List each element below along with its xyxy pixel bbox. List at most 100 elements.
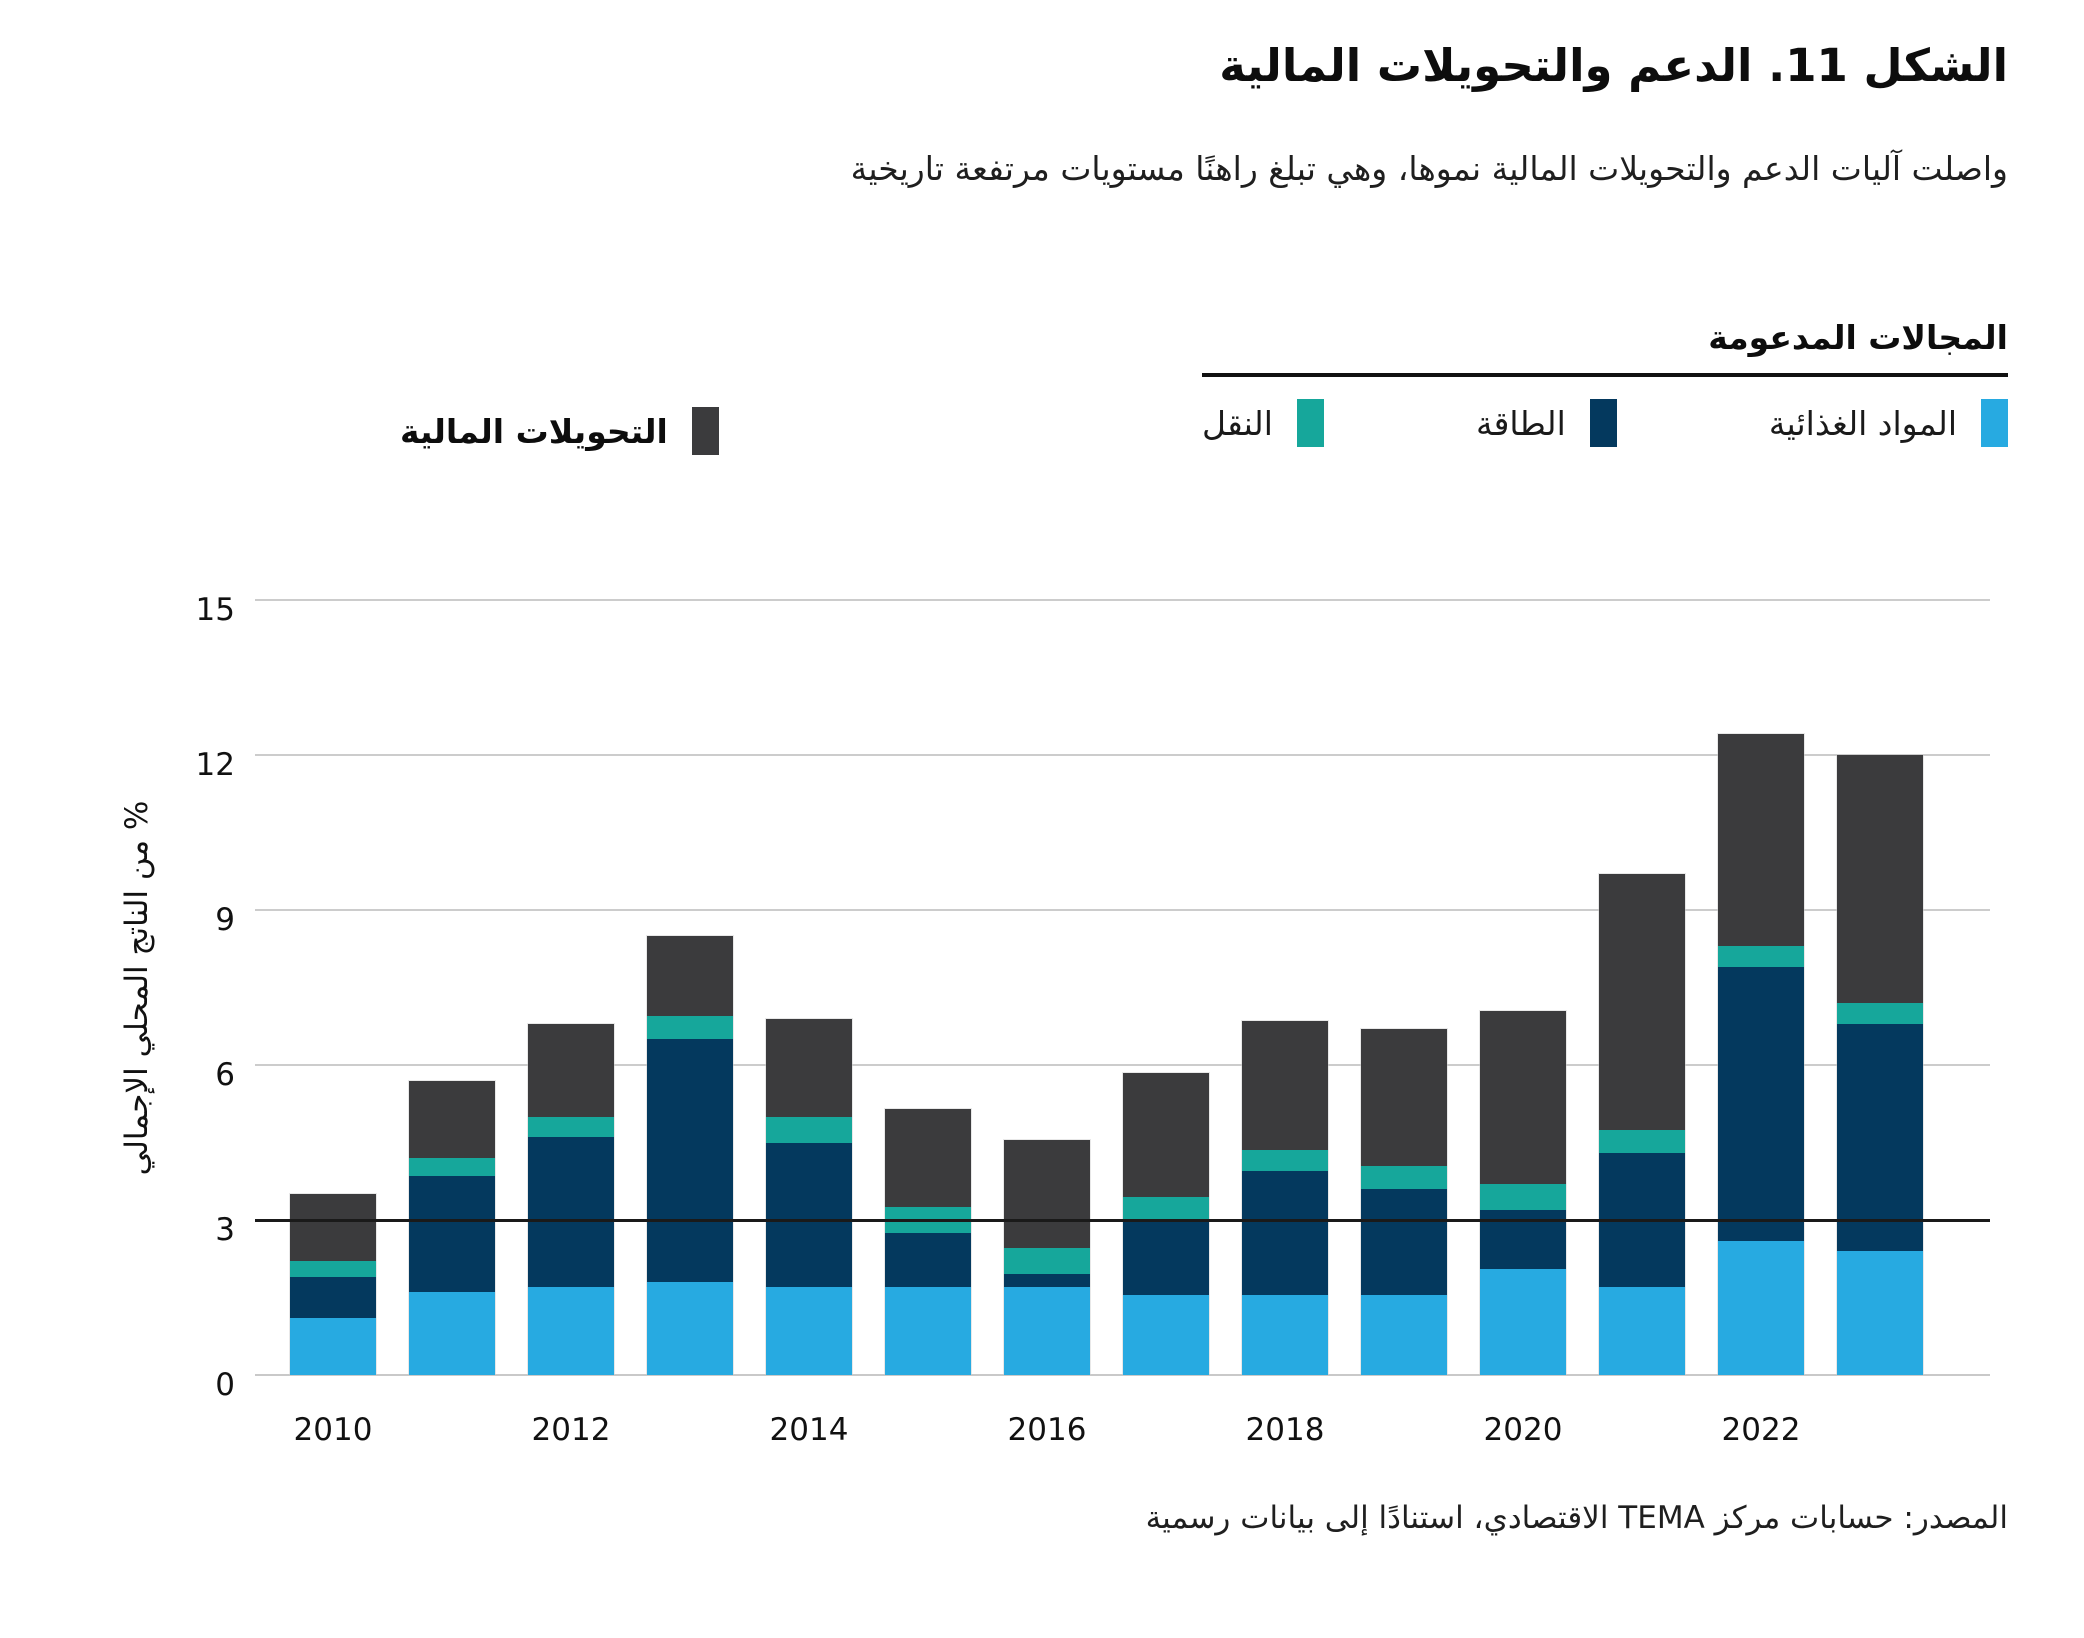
bar-segment-transfers: [1837, 755, 1923, 1003]
bar-segment-energy: [1837, 1023, 1923, 1251]
transfers-swatch-icon: [691, 407, 719, 455]
bar-segment-transport: [1480, 1183, 1566, 1210]
bar-segment-food: [409, 1292, 495, 1375]
legend-label-energy: الطاقة: [1475, 403, 1566, 443]
grid-line: [255, 754, 1990, 756]
bar-2018: [1242, 1021, 1328, 1375]
bar-2012: [528, 1023, 614, 1375]
bar-2019: [1361, 1028, 1447, 1375]
bar-segment-energy: [1242, 1170, 1328, 1295]
plot-area: 0 3 6 9 12 15 2010 2012 2014 2016 2018 2020 2022: [196, 593, 1990, 1448]
bar-segment-transport: [1361, 1165, 1447, 1189]
bar-segment-transfers: [885, 1108, 971, 1208]
grid-line: [255, 1064, 1990, 1066]
bar-segment-food: [647, 1282, 733, 1375]
x-tick-label: 2010: [293, 1412, 373, 1448]
legend-label-transfers: التحويلات المالية: [400, 411, 668, 451]
bar-segment-food: [1480, 1269, 1566, 1375]
bar-segment-transfers: [1361, 1028, 1447, 1166]
bar-segment-transfers: [766, 1018, 852, 1117]
bar-segment-transport: [1837, 1003, 1923, 1024]
bar-segment-energy: [528, 1137, 614, 1288]
bar-segment-transfers: [1242, 1021, 1328, 1151]
bar-segment-food: [1123, 1294, 1209, 1375]
bar-segment-transfers: [290, 1194, 376, 1262]
bar-segment-food: [1718, 1240, 1804, 1375]
figure-header: الشكل 11. الدعم والتحويلات المالية واصلت…: [0, 0, 2084, 192]
legend-group-header: المجالات المدعومة: [1202, 318, 2008, 377]
bar-segment-transport: [409, 1158, 495, 1177]
grid-line: [255, 599, 1990, 601]
bar-segment-transport: [1004, 1248, 1090, 1275]
bar-segment-energy: [1718, 966, 1804, 1241]
bar-segment-energy: [766, 1142, 852, 1288]
y-tick-label: 6: [215, 1057, 235, 1093]
x-tick-label: 2012: [531, 1412, 611, 1448]
x-tick-label: 2016: [1007, 1412, 1087, 1448]
bar-2011: [409, 1080, 495, 1375]
bar-segment-transport: [290, 1261, 376, 1277]
bar-2016: [1004, 1139, 1090, 1375]
bar-segment-food: [1599, 1287, 1685, 1375]
x-tick-label: 2014: [769, 1412, 849, 1448]
bar-2022: [1718, 734, 1804, 1375]
legend-item-food: المواد الغذائية: [1769, 399, 2008, 447]
legend-items-row: المواد الغذائية الطاقة النقل: [1202, 399, 2008, 447]
bar-segment-food: [528, 1287, 614, 1375]
bar-2014: [766, 1018, 852, 1375]
bar-segment-transport: [1123, 1196, 1209, 1220]
bar-2015: [885, 1108, 971, 1375]
grid-line: [255, 909, 1990, 911]
y-axis-title: % من الناتج المحلي الإجمالي: [119, 800, 155, 1176]
legend-item-transfers: التحويلات المالية: [400, 407, 719, 455]
bar-segment-energy: [1004, 1274, 1090, 1288]
bar-segment-food: [1242, 1294, 1328, 1375]
bar-2010: [290, 1194, 376, 1375]
reference-line: [255, 1219, 1990, 1222]
bar-segment-transfers: [1480, 1010, 1566, 1184]
bar-2020: [1480, 1010, 1566, 1375]
bar-segment-transfers: [1599, 873, 1685, 1130]
bar-segment-energy: [1123, 1220, 1209, 1295]
legend-item-transport: النقل: [1202, 399, 1324, 447]
bar-2021: [1599, 873, 1685, 1375]
y-tick-label: 15: [195, 592, 235, 628]
x-axis-line: [255, 1374, 1990, 1376]
bar-segment-energy: [290, 1276, 376, 1319]
x-tick-label: 2020: [1483, 1412, 1563, 1448]
bar-segment-food: [1837, 1251, 1923, 1375]
energy-swatch-icon: [1589, 399, 1617, 447]
x-tick-label: 2022: [1721, 1412, 1801, 1448]
bar-segment-energy: [409, 1176, 495, 1293]
bar-segment-transport: [1599, 1129, 1685, 1153]
legend-label-transport: النقل: [1202, 403, 1273, 443]
bar-2017: [1123, 1072, 1209, 1375]
bar-segment-energy: [885, 1232, 971, 1288]
legend-label-food: المواد الغذائية: [1768, 403, 1957, 443]
bar-segment-food: [1361, 1294, 1447, 1375]
y-tick-label: 9: [215, 902, 235, 938]
y-tick-label: 0: [215, 1367, 235, 1403]
transport-swatch-icon: [1296, 399, 1324, 447]
bar-segment-food: [885, 1287, 971, 1375]
legend-supported-areas: المجالات المدعومة المواد الغذائية الطاقة…: [1202, 318, 2008, 447]
bar-segment-transfers: [1718, 734, 1804, 947]
bar-segment-transfers: [528, 1023, 614, 1117]
source-note: المصدر: حسابات مركز TEMA الاقتصادي، استن…: [1145, 1500, 2008, 1536]
bar-segment-food: [766, 1287, 852, 1375]
bar-2023: [1837, 755, 1923, 1375]
bar-segment-energy: [1361, 1189, 1447, 1295]
bar-2013: [647, 935, 733, 1375]
y-tick-label: 12: [195, 747, 235, 783]
bar-segment-transport: [1718, 946, 1804, 967]
y-tick-label: 3: [215, 1212, 235, 1248]
bar-segment-transfers: [1123, 1072, 1209, 1197]
legend-item-energy: الطاقة: [1476, 399, 1617, 447]
bar-segment-energy: [647, 1039, 733, 1282]
figure-subtitle: واصلت آليات الدعم والتحويلات المالية نمو…: [850, 149, 2008, 189]
bar-segment-transport: [1242, 1150, 1328, 1171]
bar-segment-transport: [766, 1116, 852, 1143]
figure-title: الشكل 11. الدعم والتحويلات المالية: [1219, 39, 2008, 92]
bar-segment-transfers: [1004, 1139, 1090, 1249]
